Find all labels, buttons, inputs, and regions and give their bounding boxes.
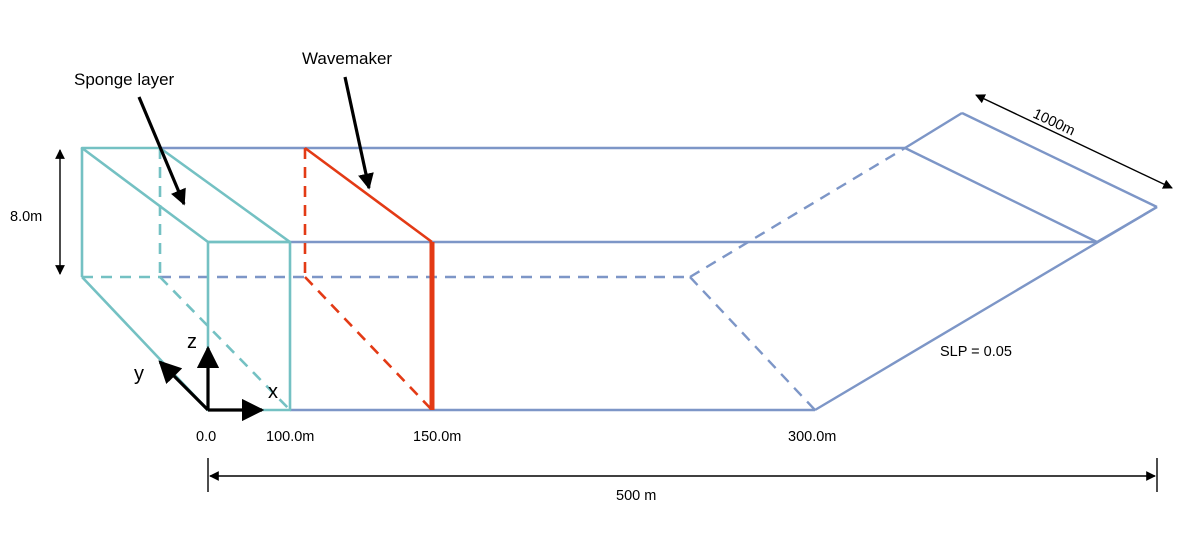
wavemaker-label: Wavemaker — [302, 49, 392, 68]
sponge-layer-pointer — [137, 96, 186, 206]
width-dimension: 1000m — [975, 94, 1173, 189]
sponge-top-face — [80, 146, 292, 244]
width-arrow — [975, 94, 1173, 189]
y-axis-label: y — [134, 363, 144, 385]
sponge-layer-box — [80, 146, 292, 412]
tank-outline — [160, 111, 1158, 412]
waterline-end-edge — [904, 146, 1098, 244]
wavemaker-bottom-edge — [304, 276, 433, 411]
height-label: 8.0m — [10, 209, 42, 225]
length-label: 500 m — [616, 488, 656, 504]
slope-start-label: 300.0m — [788, 429, 836, 445]
height-dimension: 8.0m — [10, 149, 65, 275]
wavemaker-pointer — [343, 76, 374, 190]
coordinate-axes: x z y — [134, 331, 278, 422]
slope-label: SLP = 0.05 — [940, 344, 1012, 360]
callouts: Sponge layer Wavemaker — [74, 49, 392, 206]
slope-toe-edge — [689, 276, 816, 411]
y-axis-arrow — [158, 360, 210, 412]
length-dimension: 500 m — [207, 458, 1158, 504]
origin-label: 0.0 — [196, 429, 216, 445]
sponge-end-label: 100.0m — [266, 429, 314, 445]
end-back-top-edge — [904, 111, 963, 150]
end-front-top-edge — [1096, 205, 1158, 244]
position-labels: 0.0 100.0m 150.0m 300.0m — [196, 429, 836, 445]
z-axis-label: z — [187, 331, 197, 353]
wavemaker-pos-label: 150.0m — [413, 429, 461, 445]
x-axis-label: x — [268, 381, 278, 403]
wavemaker-top-edge — [304, 146, 433, 244]
slope-back-edge — [689, 146, 906, 279]
width-label: 1000m — [1030, 106, 1077, 139]
sponge-hidden-diagonal — [159, 276, 291, 411]
wavemaker-plane — [303, 146, 435, 411]
sponge-layer-label: Sponge layer — [74, 70, 175, 89]
